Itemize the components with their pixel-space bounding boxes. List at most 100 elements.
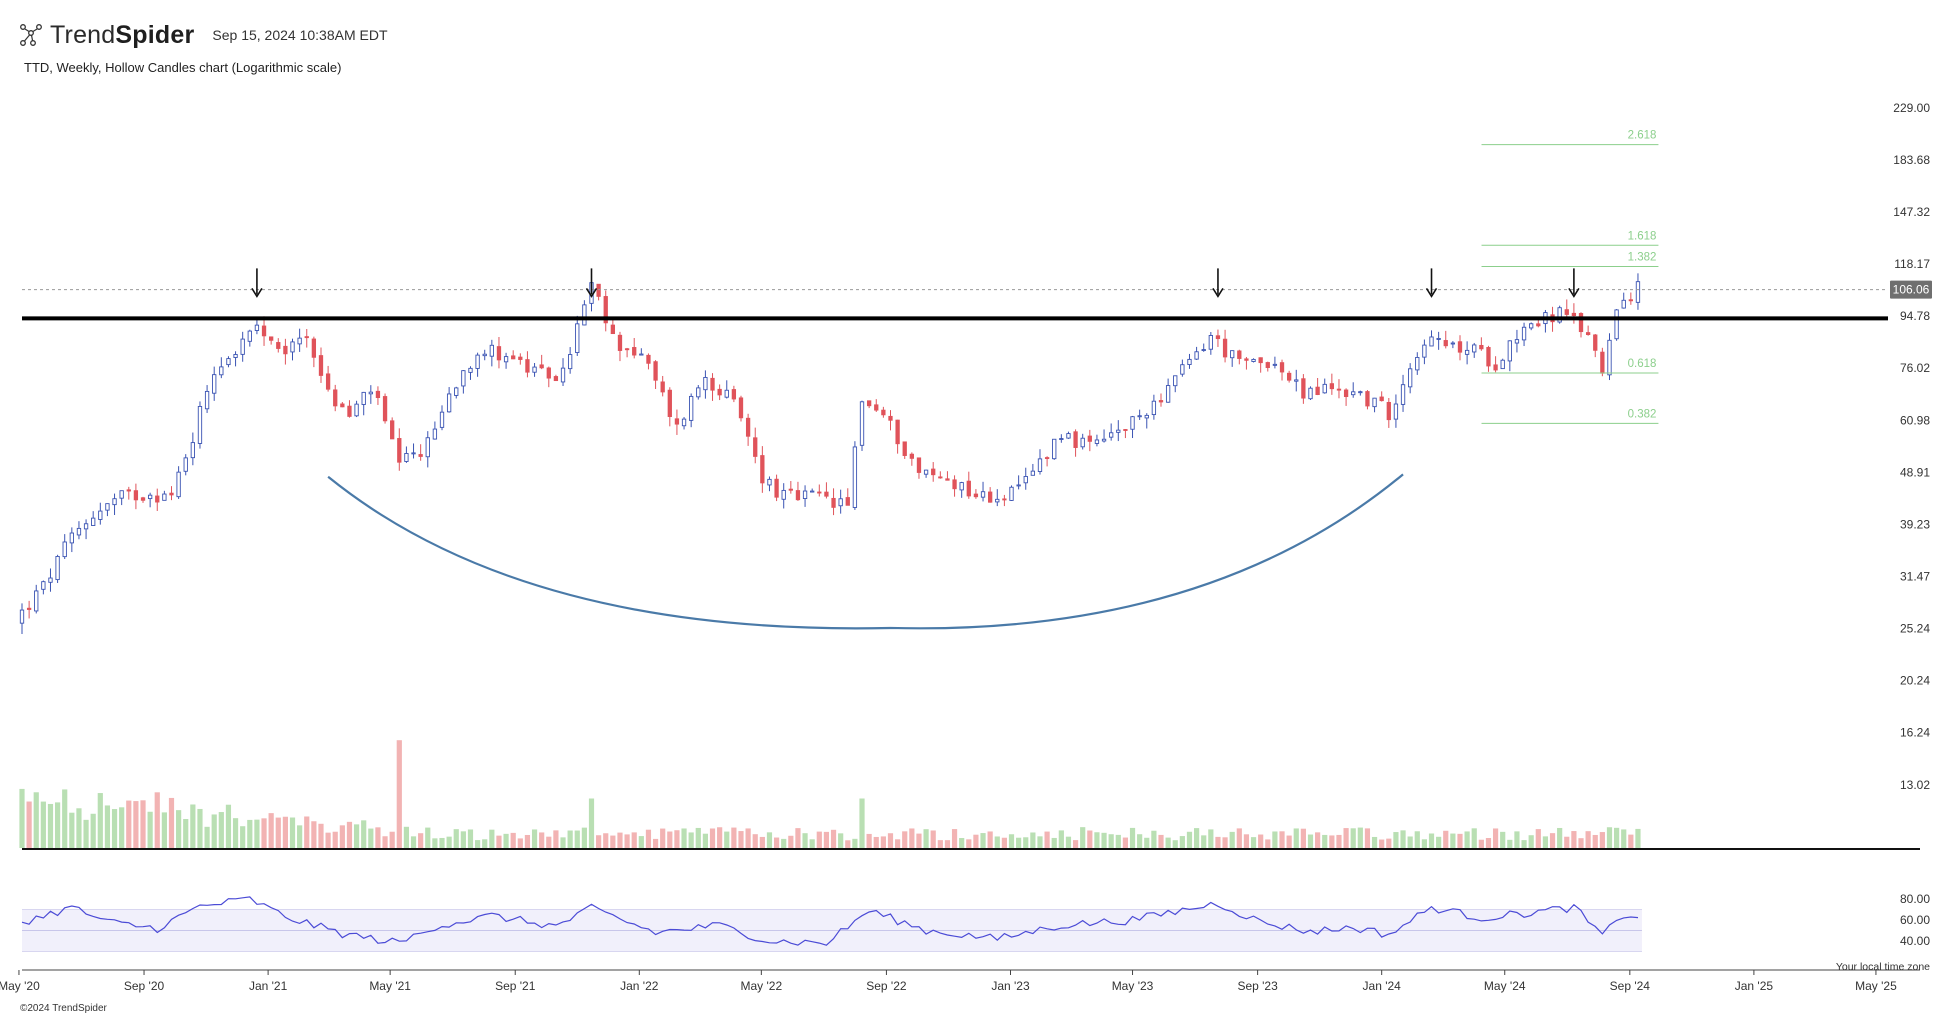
candle-body xyxy=(354,403,359,417)
candle-body xyxy=(1308,387,1313,400)
y-tick-label: 39.23 xyxy=(1900,517,1930,531)
candle-body xyxy=(140,497,146,501)
volume-bar xyxy=(802,833,808,848)
candle-body xyxy=(155,495,160,503)
candle-body xyxy=(98,510,103,520)
candle-body xyxy=(83,523,89,530)
candle-body xyxy=(1173,375,1178,387)
volume-bar xyxy=(190,804,196,848)
candle-body xyxy=(931,468,936,476)
volume-bar xyxy=(553,830,559,848)
candle-body xyxy=(105,503,110,511)
y-tick-label: 13.02 xyxy=(1900,778,1930,792)
candle-body xyxy=(1343,389,1349,397)
candle-body xyxy=(1286,372,1292,381)
candle-body xyxy=(567,354,573,370)
volume-bar xyxy=(1044,831,1050,848)
volume-bar xyxy=(140,800,146,848)
volume-bar xyxy=(275,817,281,848)
candle-body xyxy=(347,405,352,417)
volume-bar xyxy=(1208,829,1214,848)
arrow-head-icon xyxy=(251,287,263,298)
volume-bar xyxy=(453,829,459,848)
candle-body xyxy=(560,367,566,383)
volume-bar xyxy=(346,821,353,848)
candle-body xyxy=(475,354,480,369)
candle-body xyxy=(1052,438,1057,460)
volume-bar xyxy=(1443,830,1449,848)
volume-bar xyxy=(33,792,39,848)
volume-bar xyxy=(1051,837,1057,848)
y-tick-label: 147.32 xyxy=(1893,205,1930,219)
y-tick-label: 183.68 xyxy=(1893,153,1930,167)
volume-bar xyxy=(567,830,573,848)
candle-body xyxy=(760,455,765,484)
candle-body xyxy=(1529,323,1534,329)
candle-body xyxy=(318,355,324,376)
candle-body xyxy=(1009,486,1014,501)
volume-bar xyxy=(1108,834,1114,848)
volume-bar xyxy=(916,833,922,848)
candle-body xyxy=(276,342,281,349)
volume-bar xyxy=(617,832,623,848)
candle-body xyxy=(1322,383,1327,394)
volume-bar xyxy=(268,813,274,848)
volume-bar xyxy=(603,833,609,848)
volume-bar xyxy=(1535,829,1541,848)
volume-bar xyxy=(1072,840,1079,848)
candle-body xyxy=(1087,435,1092,442)
volume-bar xyxy=(1144,837,1150,848)
volume-bar xyxy=(489,829,495,848)
candle-body xyxy=(1030,470,1036,476)
volume-bar xyxy=(232,818,239,848)
candle-body xyxy=(639,353,644,356)
volume-bar xyxy=(1421,839,1427,848)
candle-body xyxy=(596,283,601,297)
volume-bar xyxy=(161,812,167,848)
candle-body xyxy=(290,341,295,353)
volume-bar xyxy=(382,836,388,848)
x-tick-label: May '21 xyxy=(369,979,411,993)
candle-body xyxy=(1486,347,1491,367)
volume-bar xyxy=(1507,839,1513,848)
volume-bar xyxy=(1614,827,1620,848)
candle-body xyxy=(660,381,665,393)
y-tick-label: 118.17 xyxy=(1894,257,1930,271)
volume-bar xyxy=(588,798,595,848)
candle-body xyxy=(147,494,153,500)
candle-body xyxy=(1472,344,1477,353)
volume-bar xyxy=(610,835,616,848)
volume-bar xyxy=(1315,832,1321,848)
volume-bar xyxy=(1122,837,1129,848)
candle-body xyxy=(795,490,801,501)
candle-body xyxy=(802,490,808,499)
volume-bar xyxy=(795,828,801,848)
volume-bar xyxy=(1300,828,1306,848)
candle-body xyxy=(361,391,366,405)
rsi-line-group xyxy=(21,896,1920,971)
candle-body xyxy=(439,411,445,428)
candle-body xyxy=(1436,337,1441,340)
volume-bar xyxy=(1514,831,1520,848)
volume-bar xyxy=(1500,831,1506,848)
volume-bar xyxy=(937,840,943,848)
volume-bar xyxy=(1129,827,1136,848)
volume-bar xyxy=(1115,834,1121,848)
volume-bar xyxy=(460,831,466,848)
candle-body xyxy=(368,391,373,395)
candle-body xyxy=(1514,339,1520,344)
candle-body xyxy=(988,491,993,503)
candle-body xyxy=(1493,364,1498,371)
volume-bar xyxy=(1478,839,1484,848)
volume-bar xyxy=(959,838,965,848)
x-tick-label: Sep '20 xyxy=(124,979,165,993)
candle-body xyxy=(269,336,274,341)
y-tick-label: 16.24 xyxy=(1900,726,1930,740)
candle-body xyxy=(1422,344,1427,358)
candle-body xyxy=(1329,383,1335,390)
candle-body xyxy=(874,404,879,411)
y-tick-label: 20.24 xyxy=(1900,674,1930,688)
volume-bar xyxy=(40,801,46,848)
candle-body xyxy=(261,325,267,337)
